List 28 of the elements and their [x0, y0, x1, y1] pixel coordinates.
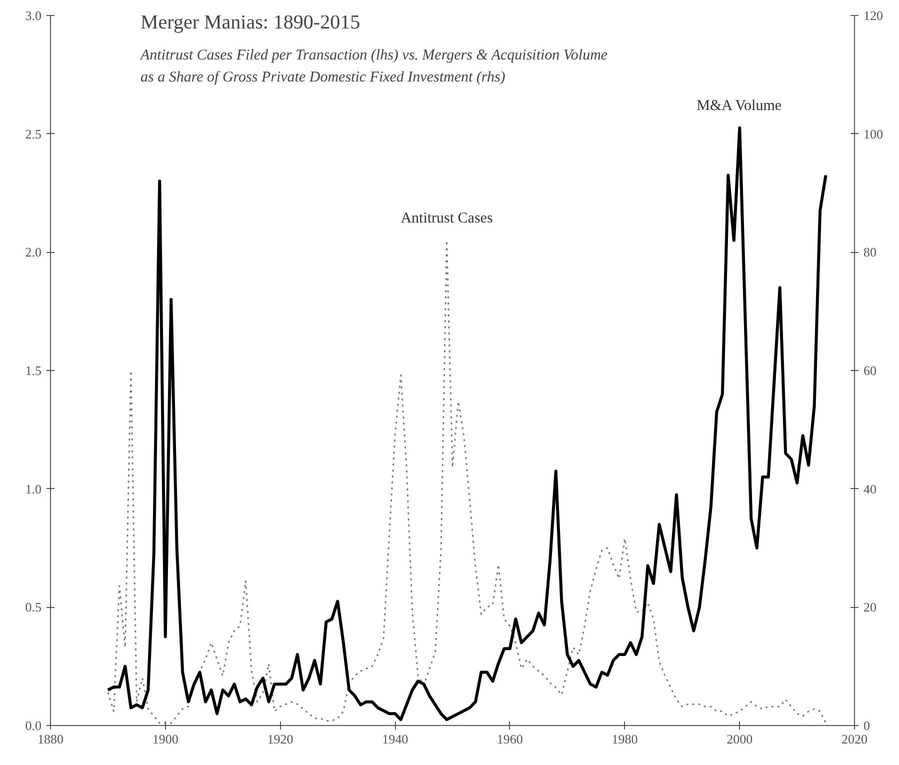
y2-tick-label: 20 [864, 600, 876, 615]
y-tick-label: 0.0 [25, 718, 42, 733]
x-tick-label: 1880 [38, 732, 64, 746]
y-tick-label: 0.5 [25, 600, 42, 615]
line-series [106, 126, 828, 722]
y2-tick-label: 100 [864, 126, 883, 142]
x-tick-label: 1940 [382, 732, 408, 746]
series-label: M&A Volume [696, 98, 782, 114]
x-tick-label: 2020 [842, 732, 868, 746]
series-label: Antitrust Cases [400, 210, 493, 226]
y-tick-label: 1.0 [25, 481, 42, 496]
y2-tick-label: 80 [864, 244, 876, 260]
y-tick-label: 1.5 [25, 363, 42, 378]
y2-tick-label: 0 [864, 718, 870, 733]
y2-tick-label: 60 [864, 363, 876, 378]
x-tick-label: 2000 [726, 732, 753, 746]
y2-tick-label: 120 [864, 8, 883, 23]
y-tick-label: 3.0 [25, 8, 42, 23]
chart-title: Merger Manias: 1890-2015 [140, 12, 360, 34]
y-tick-label: 2.0 [25, 244, 42, 260]
line-series [107, 240, 827, 724]
text: Antitrust Cases Filed per Transaction (lhs) vs. Mergers & Acquisition Volume as a Share of Gross Private Domestic Fixed Investment (rhs) [140, 48, 608, 86]
y2-tick-label: 40 [864, 481, 876, 496]
x-tick-label: 1960 [496, 732, 523, 746]
x-tick-label: 1980 [612, 732, 638, 746]
x-tick-label: 1900 [152, 732, 178, 746]
x-tick-label: 1920 [267, 732, 294, 746]
y-tick-label: 2.5 [25, 126, 42, 142]
